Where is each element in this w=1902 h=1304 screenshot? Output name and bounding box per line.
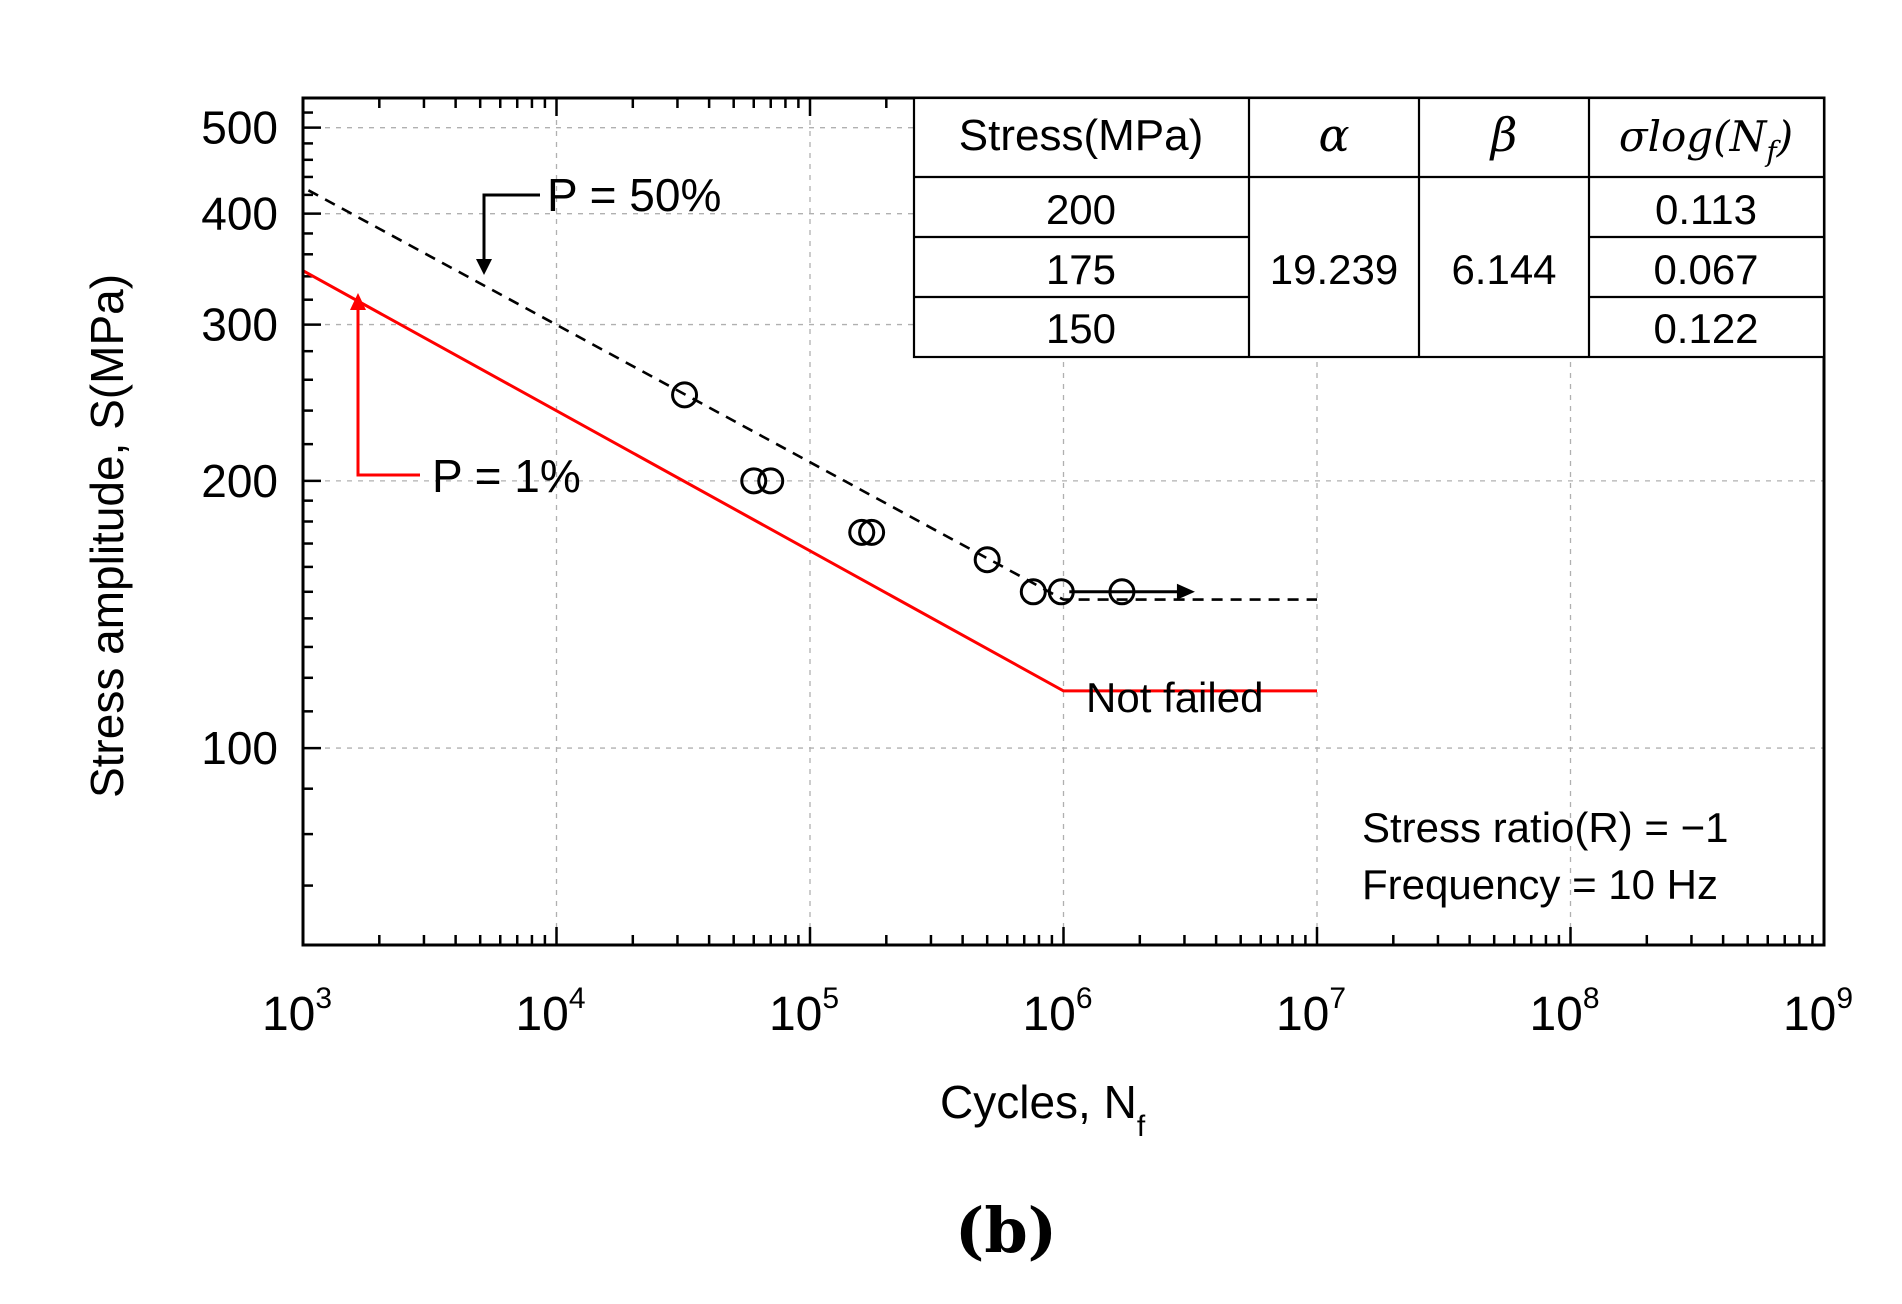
p50-arrow-line	[482, 193, 540, 262]
x-tick-label: 103	[262, 982, 332, 1041]
runout-arrow-head	[1176, 583, 1195, 600]
x-tick-label-base: 10	[769, 988, 822, 1041]
y-tick-label: 300	[201, 299, 278, 351]
x-tick-label-exp: 3	[315, 982, 332, 1015]
p1-label: P = 1%	[432, 450, 581, 502]
table-alpha-value: 19.239	[1270, 246, 1398, 293]
x-tick-label: 108	[1529, 982, 1599, 1041]
p1-curve	[302, 269, 1317, 693]
table-beta-value: 6.144	[1451, 246, 1556, 293]
table-background	[914, 98, 1824, 357]
x-axis-title: Cycles, Nf	[940, 1076, 1146, 1143]
data-point	[858, 518, 886, 546]
x-axis-title-main: Cycles, N	[940, 1076, 1137, 1128]
x-tick-labels: 103 104 105 106 107 108 109	[262, 982, 1853, 1041]
x-tick-label-exp: 8	[1583, 982, 1600, 1015]
data-point	[973, 546, 1001, 574]
x-tick-label: 109	[1783, 982, 1853, 1041]
figure-label: (b)	[955, 1194, 1057, 1267]
not-failed-label: Not failed	[1086, 674, 1263, 721]
x-tick-label-exp: 6	[1076, 982, 1093, 1015]
data-point	[757, 467, 785, 495]
y-tick-label: 200	[201, 455, 278, 507]
table-stress-200: 200	[1046, 186, 1116, 233]
x-tick-label-exp: 5	[822, 982, 839, 1015]
table-sigma-175: 0.067	[1653, 246, 1758, 293]
table-header-alpha: α	[1318, 108, 1349, 162]
x-tick-label-base: 10	[262, 988, 315, 1041]
p50-label: P = 50%	[547, 169, 721, 221]
x-tick-label: 104	[515, 982, 585, 1041]
data-point	[848, 518, 876, 546]
x-tick-label-base: 10	[515, 988, 568, 1041]
y-tick-labels: 100 200 300 400 500	[201, 102, 278, 774]
p1-arrow-head	[350, 293, 366, 310]
table-stress-175: 175	[1046, 246, 1116, 293]
data-point	[1019, 578, 1047, 606]
x-tick-label-base: 10	[1783, 988, 1836, 1041]
table-sigma-200: 0.113	[1655, 186, 1757, 233]
data-points	[671, 381, 1195, 606]
y-tick-label: 500	[201, 102, 278, 154]
x-tick-label: 105	[769, 982, 839, 1041]
y-tick-label: 400	[201, 188, 278, 240]
p1-callout: P = 1%	[350, 293, 581, 502]
p50-callout: P = 50%	[476, 169, 721, 275]
data-point	[671, 381, 699, 409]
x-tick-label-exp: 4	[569, 982, 586, 1015]
x-tick-label: 107	[1276, 982, 1346, 1041]
table-header-stress: Stress(MPa)	[959, 111, 1203, 160]
x-tick-label-base: 10	[1022, 988, 1075, 1041]
data-point	[740, 467, 768, 495]
x-axis-title-sub: f	[1137, 1110, 1146, 1143]
table-border	[912, 96, 1826, 359]
table-header-beta: β	[1489, 108, 1518, 162]
stress-ratio-note: Stress ratio(R) = −1	[1362, 804, 1728, 851]
table-sigma-150: 0.122	[1653, 305, 1758, 352]
p1-arrow-line	[356, 305, 420, 477]
table-header-sigma: σlog(Nf)	[1619, 112, 1793, 168]
x-tick-label-base: 10	[1529, 988, 1582, 1041]
runout-point	[1108, 578, 1136, 606]
p50-arrow-head	[476, 259, 492, 275]
table-header-sigma-main: σlog(N	[1619, 112, 1768, 161]
p50-curve	[307, 189, 1317, 601]
x-tick-label-base: 10	[1276, 988, 1329, 1041]
y-tick-label: 100	[201, 722, 278, 774]
frequency-note: Frequency = 10 Hz	[1362, 861, 1718, 908]
x-tick-label-exp: 7	[1329, 982, 1346, 1015]
table-header-sigma-close: )	[1776, 112, 1793, 161]
parameter-table: Stress(MPa) α β σlog(Nf) 200 175 150 19.…	[912, 96, 1826, 359]
x-tick-label-exp: 9	[1836, 982, 1853, 1015]
curves	[302, 189, 1317, 693]
x-tick-label: 106	[1022, 982, 1092, 1041]
y-axis-title: Stress amplitude, S(MPa)	[81, 274, 133, 798]
table-stress-150: 150	[1046, 305, 1116, 352]
